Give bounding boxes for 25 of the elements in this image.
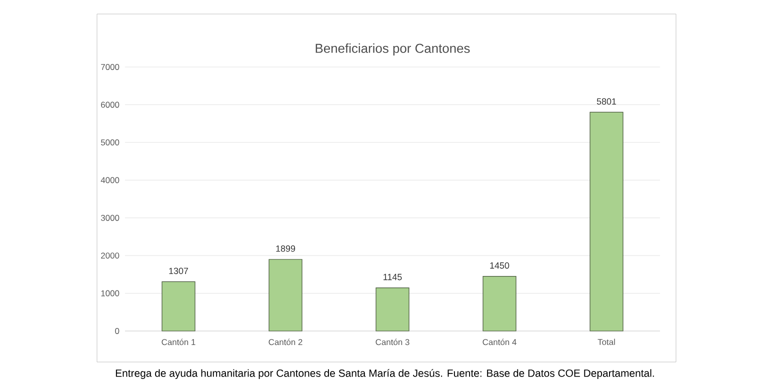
y-tick-label: 6000	[101, 102, 120, 108]
y-tick-label: 3000	[100, 214, 120, 221]
y-tick-label: 1000	[101, 290, 120, 296]
data-label: 5801	[596, 98, 616, 105]
bar	[376, 288, 410, 332]
x-tick-label: Cantón 2	[268, 338, 302, 346]
y-tick-label: 4000	[100, 177, 120, 184]
y-tick-label: 2000	[101, 252, 120, 259]
y-tick-label: 5000	[100, 139, 120, 146]
data-label: 1307	[169, 268, 188, 274]
text: Entrega de ayuda humanitaria por Cantones de Santa María de Jesús. Fuente: Base de Datos COE Departamental.	[116, 369, 654, 379]
bar	[268, 259, 302, 332]
bar	[590, 112, 624, 332]
data-label: 1450	[490, 262, 510, 269]
data-label: 1145	[384, 274, 402, 280]
bar	[162, 281, 196, 332]
chart-title: Beneficiarios por Cantones	[316, 43, 470, 56]
x-tick-label: Total	[598, 338, 615, 345]
bar	[482, 276, 516, 332]
x-tick-label: Cantón 1	[162, 338, 196, 346]
y-tick-label: 7000	[101, 64, 120, 70]
x-tick-label: Cantón 3	[376, 338, 410, 346]
y-tick-label: 0	[115, 328, 120, 334]
data-label: 1899	[276, 245, 296, 252]
x-tick-label: Cantón 4	[482, 338, 516, 346]
